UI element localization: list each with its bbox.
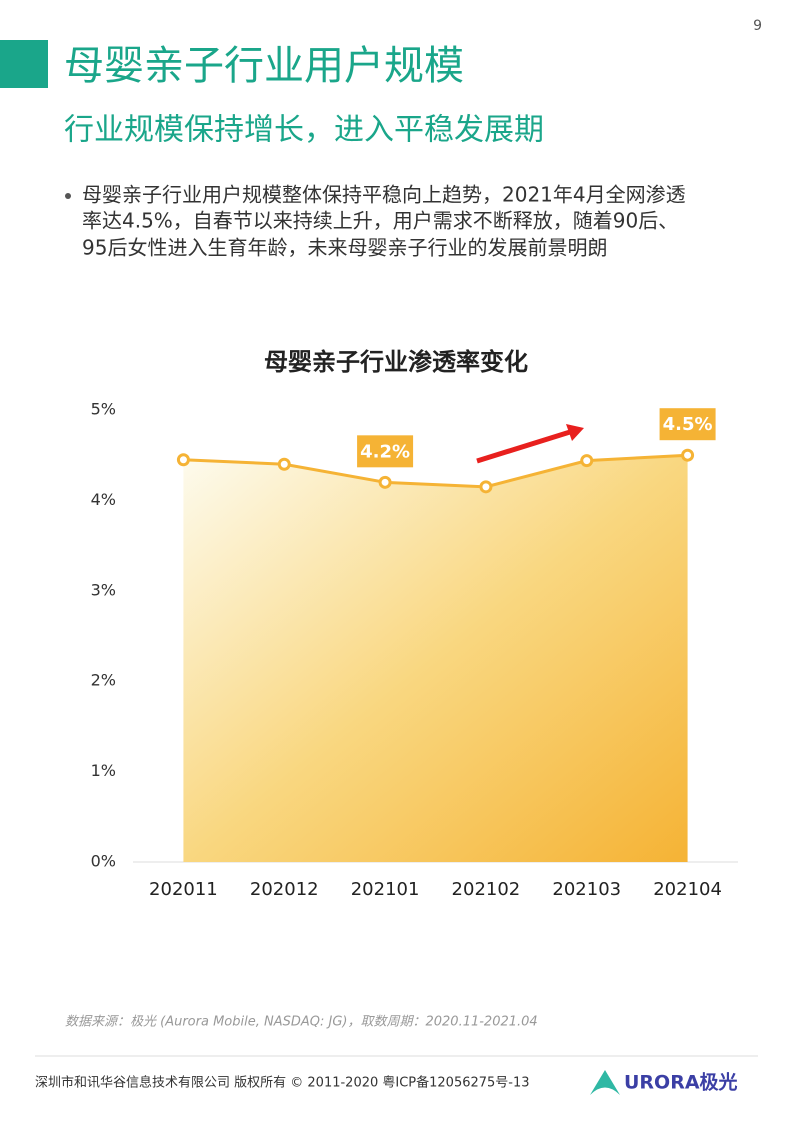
- area: [183, 455, 688, 862]
- trend-arrow: [476, 429, 571, 464]
- point: [681, 448, 695, 462]
- line: [183, 453, 688, 489]
- bullet-line: 95后女性进入生育年龄，未来母婴亲子行业的发展前景明朗: [82, 236, 607, 260]
- point: [479, 480, 493, 494]
- page-number: 9: [753, 18, 762, 34]
- x-tick-label: 202102: [452, 879, 521, 900]
- y-tick-label: 2%: [91, 671, 116, 690]
- title: 母婴亲子行业用户规模: [64, 43, 464, 89]
- footer: 深圳市和讯华谷信息技术有限公司 版权所有 © 2011-2020 粤ICP备12…: [35, 1075, 530, 1091]
- label-box: [357, 435, 414, 468]
- point: [580, 454, 594, 468]
- x-tick-label: 202012: [250, 879, 319, 900]
- label-box: [659, 408, 716, 441]
- source: 数据来源：极光 (Aurora Mobile, NASDAQ: JG)，取数周期…: [65, 1015, 538, 1030]
- point: [378, 475, 392, 489]
- point: [176, 453, 190, 467]
- x-tick-label: 202011: [149, 879, 218, 900]
- chart-title: 母婴亲子行业渗透率变化: [264, 348, 528, 376]
- point: [277, 457, 291, 471]
- logo: URORA极光: [624, 1071, 738, 1094]
- plot: URORA极光0%1%2%3%4%5%2020112020122021014.2…: [91, 400, 738, 900]
- y-tick-label: 4%: [91, 490, 116, 509]
- x-tick-label: 202104: [653, 879, 722, 900]
- bullet-line: 率达4.5%，自春节以来持续上升，用户需求不断释放，随着90后、: [82, 209, 678, 233]
- arrow-head: [566, 424, 584, 441]
- x-tick-label: 202101: [351, 879, 420, 900]
- value-label: 4.2%: [360, 441, 410, 462]
- y-tick-label: 5%: [91, 400, 116, 419]
- bullet-line: 母婴亲子行业用户规模整体保持平稳向上趋势，2021年4月全网渗透: [82, 183, 686, 207]
- x-tick-label: 202103: [552, 879, 621, 900]
- y-tick-label: 3%: [91, 580, 116, 599]
- logo-icon: [590, 1070, 620, 1095]
- y-tick-label: 0%: [91, 852, 116, 871]
- y-tick-label: 1%: [91, 761, 116, 780]
- title-block: [0, 40, 48, 88]
- subtitle: 行业规模保持增长，进入平稳发展期: [64, 113, 544, 148]
- bullet-dot: [65, 193, 71, 199]
- value-label: 4.5%: [663, 414, 713, 435]
